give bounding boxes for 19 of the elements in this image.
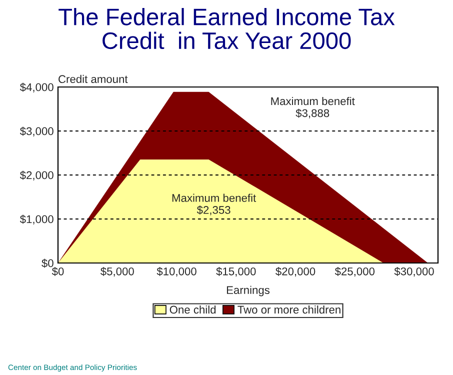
y-tick-label: $2,000 xyxy=(20,170,54,180)
x-tick-label: $10,000 xyxy=(156,266,196,277)
x-axis-title: Earnings xyxy=(226,286,270,296)
x-tick-label: $0 xyxy=(52,266,64,276)
annotation: Maximum benefit $2,353 xyxy=(172,194,256,216)
x-tick-label: $30,000 xyxy=(394,266,434,277)
legend-label: One child xyxy=(170,305,216,314)
y-tick-label: $0 xyxy=(42,258,54,268)
y-axis-title: Credit amount xyxy=(58,74,128,84)
legend-label: Two or more children xyxy=(238,305,340,314)
chart-title: The Federal Earned Income Tax Credit in Tax Year 2000 xyxy=(58,8,395,50)
y-tick-label: $1,000 xyxy=(20,214,54,224)
y-tick-label: $4,000 xyxy=(20,82,54,92)
x-tick-label: $20,000 xyxy=(276,266,316,277)
x-tick-label: $5,000 xyxy=(100,266,134,277)
y-tick-label: $3,000 xyxy=(20,126,54,136)
x-tick-label: $25,000 xyxy=(334,266,375,277)
x-tick-label: $15,000 xyxy=(216,266,256,277)
annotation: Maximum benefit $3,888 xyxy=(271,96,355,118)
